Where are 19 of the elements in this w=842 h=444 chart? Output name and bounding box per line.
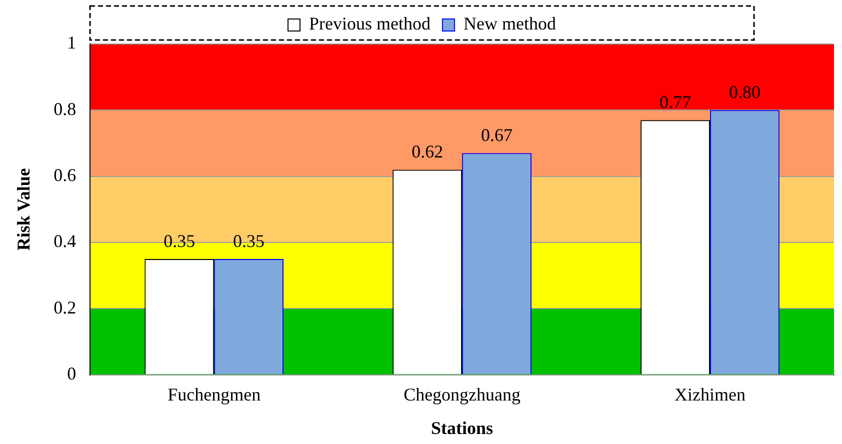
- y-axis-title: Risk Value: [13, 168, 34, 251]
- y-tick-label: 1: [67, 32, 76, 53]
- x-tick-label: Chegongzhuang: [404, 384, 521, 404]
- data-label: 0.62: [412, 141, 444, 162]
- x-tick-label: Xizhimen: [674, 384, 746, 404]
- data-label: 0.67: [481, 124, 513, 145]
- y-tick-label: 0.8: [54, 98, 76, 119]
- y-tick-label: 0.6: [54, 165, 76, 186]
- y-tick-label: 0: [67, 364, 76, 384]
- legend-label: New method: [464, 14, 556, 34]
- legend-label: Previous method: [309, 14, 431, 34]
- data-label: 0.80: [728, 82, 760, 102]
- data-label: 0.77: [660, 92, 692, 112]
- y-tick-label: 0.4: [54, 231, 76, 252]
- x-tick-label: Fuchengmen: [168, 384, 261, 404]
- data-label: 0.35: [164, 230, 196, 251]
- x-axis-title: Stations: [431, 418, 494, 438]
- y-tick-label: 0.2: [54, 297, 76, 318]
- data-label: 0.35: [233, 230, 265, 251]
